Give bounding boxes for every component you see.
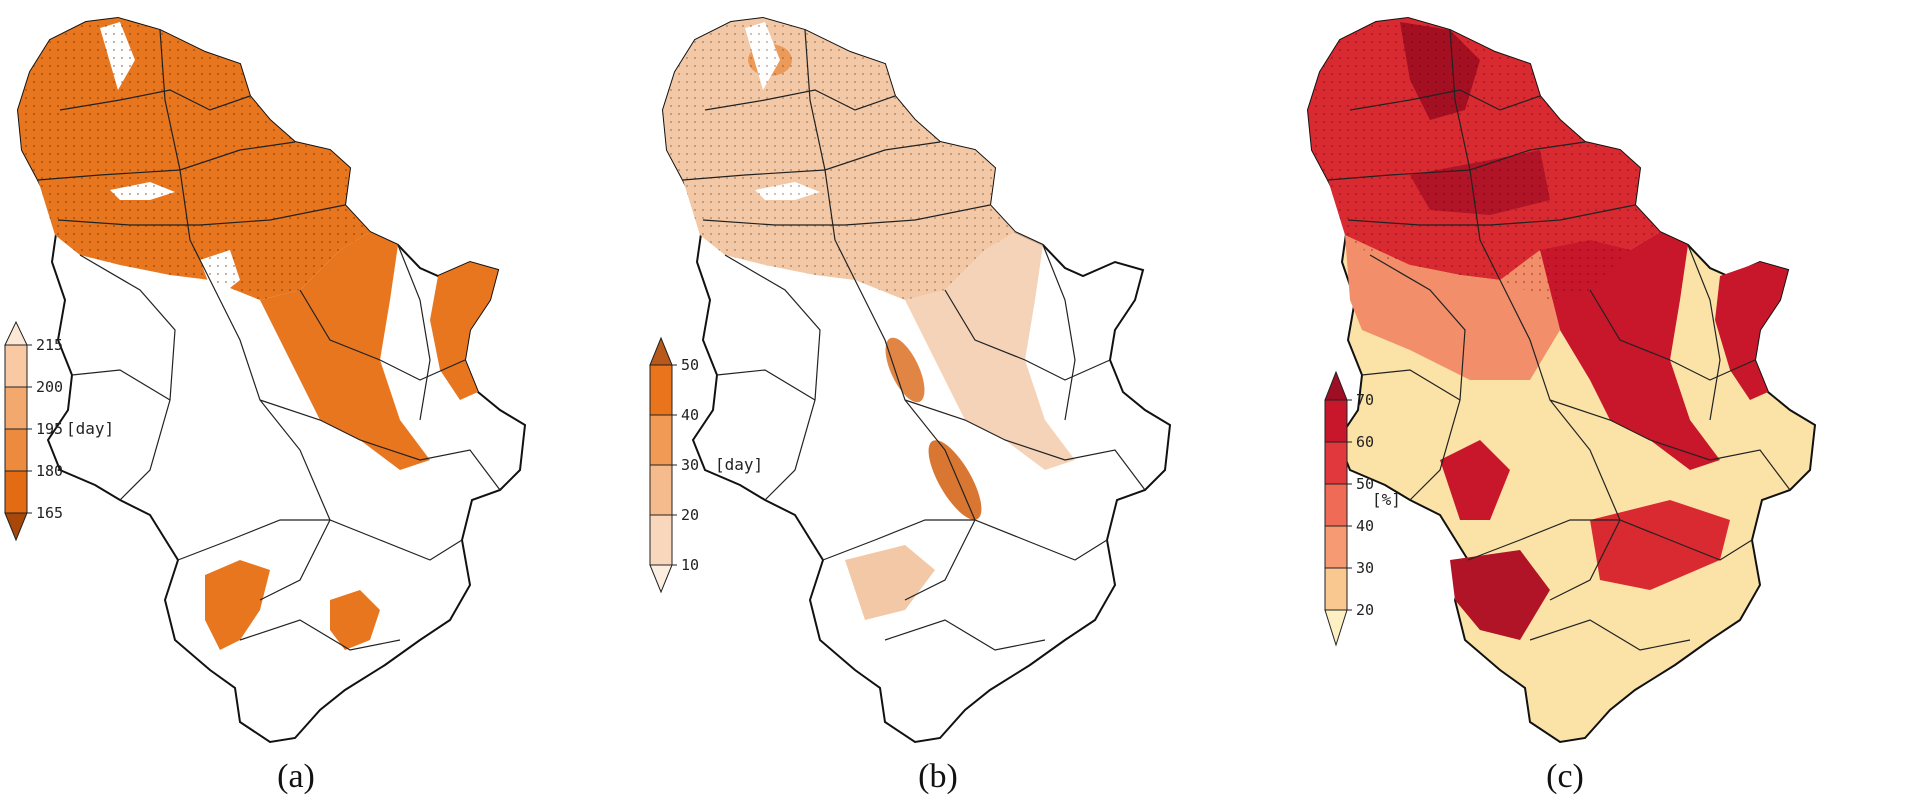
map-panel-a: 215 200 195 180 165 [day] (a): [0, 0, 630, 812]
colorbar-a: 215 200 195 180 165 [day]: [4, 320, 114, 542]
cb-a-tick-2: 195: [36, 420, 63, 438]
cb-b-tick-4: 10: [681, 556, 699, 574]
cb-c2-tick-2: 50: [1356, 475, 1374, 493]
shaded-region-south: [845, 545, 935, 620]
cb-b-tick-3: 20: [681, 506, 699, 524]
map-panel-b: 50 40 30 20 10 [day] (b): [645, 0, 1275, 812]
caption-c: (c): [1546, 758, 1584, 795]
colorbar-b: 50 40 30 20 10 [day]: [649, 336, 763, 594]
cb-c2-tick-0: 70: [1356, 391, 1374, 409]
map-a: 215 200 195 180 165 [day]: [4, 16, 527, 744]
map-c: [1306, 16, 1817, 744]
shaded-region-south: [1450, 550, 1550, 640]
district-boundaries: [1327, 29, 1791, 651]
cb-c2-tick-5: 20: [1356, 601, 1374, 619]
cb-b-tick-2: 30: [681, 456, 699, 474]
hotspot-south: [928, 440, 982, 520]
district-boundaries: [682, 29, 1146, 651]
caption-a: (a): [277, 758, 315, 795]
shaded-region-southwest: [205, 560, 270, 650]
cb-a-tick-4: 165: [36, 504, 63, 522]
cb-a-unit: [day]: [66, 419, 114, 438]
cb-b-tick-0: 50: [681, 356, 699, 374]
cb-a-tick-0: 215: [36, 336, 63, 354]
shaded-region-east: [1715, 262, 1788, 400]
cb-c2-tick-3: 40: [1356, 517, 1374, 535]
cb-c2-tick-4: 30: [1356, 559, 1374, 577]
shaded-region-central: [1540, 232, 1720, 470]
map-b: 50 40 30 20 10 [day]: [649, 16, 1172, 744]
cb-a-tick-3: 180: [36, 462, 63, 480]
gap-3: [80, 262, 120, 300]
cb-c2-tick-1: 60: [1356, 433, 1374, 451]
cb-b-unit: [day]: [715, 455, 763, 474]
hotspot-center: [885, 337, 925, 403]
cb-a-tick-1: 200: [36, 378, 63, 396]
shaded-region-east: [430, 262, 498, 400]
colorbar-c-svg: 70 60 50 40 30 20: [1324, 370, 1374, 647]
colorbar-c-container: 70 60 50 40 30 20 [%]: [1320, 360, 1401, 700]
caption-b: (b): [918, 758, 958, 795]
cb-b-tick-1: 40: [681, 406, 699, 424]
cb-c-unit: [%]: [1372, 490, 1401, 509]
shaded-region-south: [330, 590, 380, 650]
map-panel-c: 70 60 50 40 30 20 (c): [1290, 0, 1920, 812]
shaded-region-southwest: [1440, 440, 1510, 520]
district-boundaries: [37, 29, 501, 651]
shaded-region-central: [905, 232, 1075, 470]
shaded-region-central: [260, 232, 430, 470]
